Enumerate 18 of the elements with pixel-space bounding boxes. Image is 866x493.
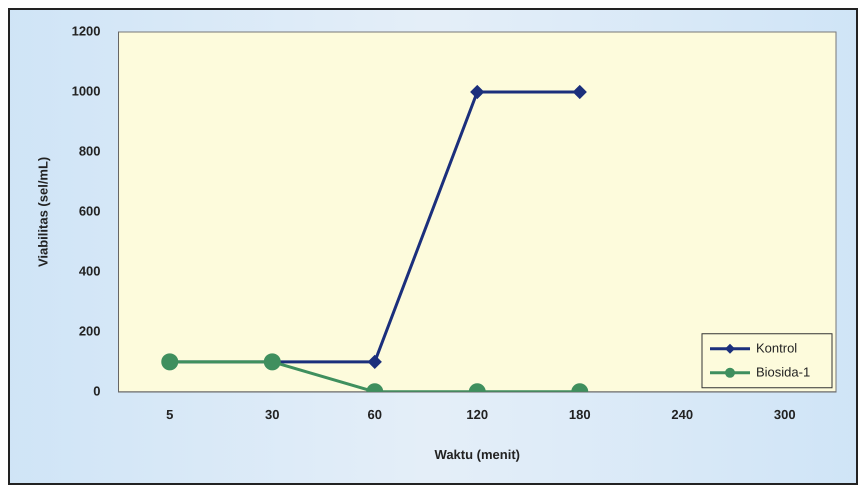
legend-label: Biosida-1	[756, 364, 810, 380]
x-axis-title: Waktu (menit)	[434, 446, 520, 462]
y-tick-label: 1200	[72, 24, 101, 39]
x-tick-label: 5	[166, 407, 174, 422]
x-tick-label: 60	[368, 407, 382, 422]
y-tick-label: 800	[78, 144, 101, 159]
x-tick-label: 30	[265, 407, 280, 422]
x-tick-label: 240	[671, 407, 694, 422]
y-tick-label: 0	[93, 383, 101, 398]
y-tick-label: 400	[78, 263, 101, 278]
y-tick-label: 1000	[72, 84, 101, 99]
y-tick-label: 200	[78, 323, 101, 338]
x-tick-label: 120	[466, 407, 488, 422]
x-tick-label: 300	[774, 407, 796, 422]
y-tick-label: 600	[78, 203, 101, 218]
y-axis-title: Viabilitas (sel/mL)	[35, 156, 50, 268]
x-tick-label: 180	[568, 407, 591, 422]
legend-label: Kontrol	[756, 340, 798, 356]
